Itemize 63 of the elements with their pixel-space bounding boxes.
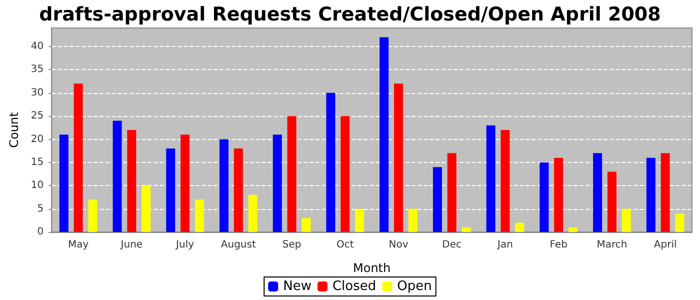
x-tick-label: August (220, 240, 256, 250)
bar (660, 153, 670, 232)
x-tick-label: May (68, 240, 89, 250)
y-tick-label: 0 (37, 226, 44, 238)
bar (180, 134, 190, 232)
y-tick-label: 35 (30, 64, 44, 76)
y-tick-label: 40 (30, 41, 44, 52)
bar (540, 162, 549, 232)
x-tick-label: Jan (496, 240, 513, 250)
x-tick-label: Dec (442, 240, 462, 250)
y-tick-label: 30 (30, 87, 44, 98)
bar (340, 116, 350, 232)
bar (248, 194, 258, 232)
bar (515, 222, 524, 232)
bar (302, 218, 311, 232)
bar (394, 84, 403, 232)
bar (88, 200, 98, 232)
bar (74, 84, 83, 232)
y-tick-label: 25 (30, 110, 44, 122)
bar (355, 208, 364, 232)
bar (622, 208, 631, 232)
bar (234, 148, 243, 232)
bar (287, 116, 296, 232)
bar (194, 200, 204, 232)
bar (166, 148, 176, 232)
bar (462, 227, 471, 232)
x-tick-label: Oct (336, 240, 354, 250)
bar (127, 130, 136, 232)
y-tick-label: 5 (37, 203, 44, 214)
y-tick-label: 15 (30, 156, 44, 168)
bar (408, 208, 418, 232)
bar (500, 130, 510, 232)
legend-label: New (283, 279, 312, 294)
bar (486, 125, 496, 232)
bar (607, 172, 616, 232)
bar (568, 227, 578, 232)
x-tick-label: June (120, 240, 143, 250)
x-tick-label: March (596, 240, 628, 250)
x-tick-label: April (654, 240, 677, 250)
bar (675, 213, 684, 232)
x-tick-label: Sep (282, 240, 302, 250)
bar (220, 139, 228, 232)
x-tick-label: July (175, 240, 194, 250)
bar (59, 134, 68, 232)
legend-label: Closed (332, 279, 376, 294)
bar (272, 134, 282, 232)
y-tick-label: 20 (30, 134, 44, 145)
bar (142, 186, 151, 232)
x-axis-title: Month (353, 261, 391, 275)
bar (380, 37, 389, 232)
x-tick-label: Feb (550, 240, 568, 250)
bar (447, 153, 456, 232)
bar (432, 167, 442, 232)
bar (554, 158, 564, 232)
y-axis-title: Count (7, 112, 21, 148)
y-tick-label: 10 (30, 180, 44, 192)
bar (593, 153, 602, 232)
chart-title: drafts-approval Requests Created/Closed/Open April 2008 (39, 4, 661, 26)
legend-label: Open (397, 279, 432, 294)
bar (326, 92, 336, 232)
x-tick-label: Nov (388, 240, 408, 250)
bar (112, 120, 122, 232)
bar (646, 158, 656, 232)
